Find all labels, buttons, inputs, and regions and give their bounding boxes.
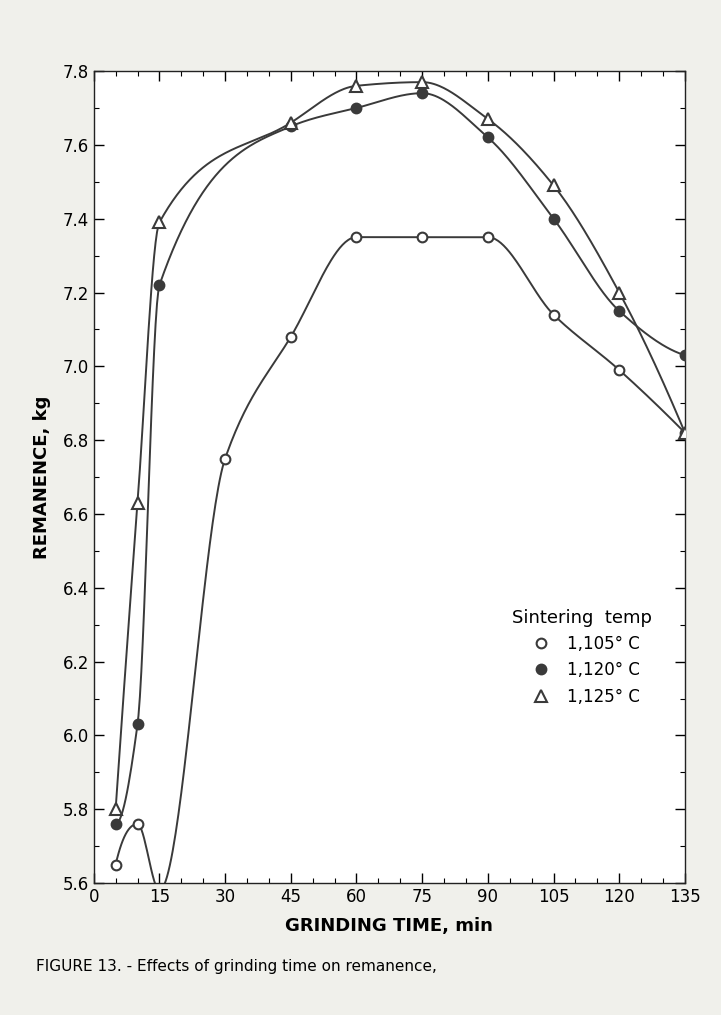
X-axis label: GRINDING TIME, min: GRINDING TIME, min (286, 917, 493, 935)
Text: FIGURE 13. - Effects of grinding time on remanence,: FIGURE 13. - Effects of grinding time on… (36, 959, 437, 974)
Legend: 1,105° C, 1,120° C, 1,125° C: 1,105° C, 1,120° C, 1,125° C (505, 602, 659, 713)
Y-axis label: REMANENCE, kg: REMANENCE, kg (33, 396, 51, 558)
